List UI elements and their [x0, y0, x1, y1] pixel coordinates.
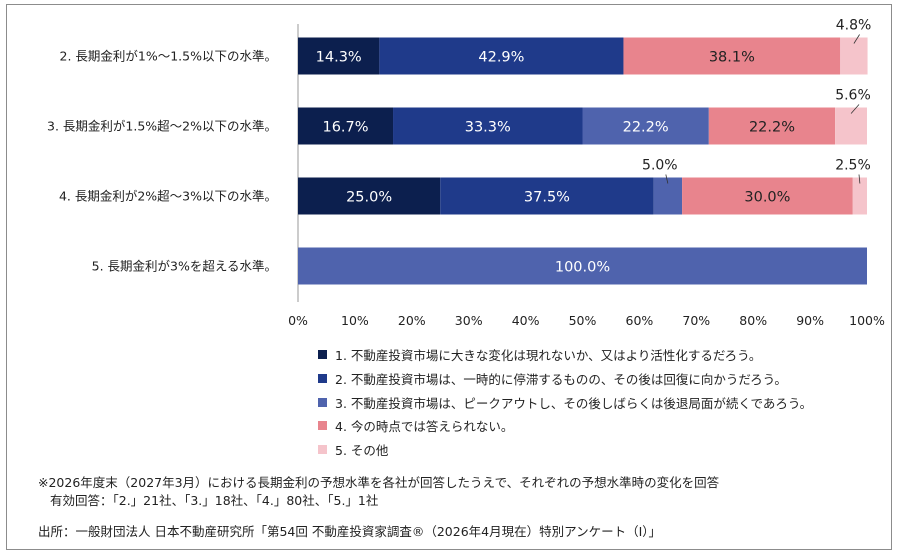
stacked-bar-chart: 2. 長期金利が1%～1.5%以下の水準。 3. 長期金利が1.5%超～2%以下の… [47, 18, 885, 329]
x-tick-label: 40% [512, 313, 540, 328]
category-label: 3. 長期金利が1.5%超～2%以下の水準。 [47, 119, 277, 134]
bar-segment [623, 37, 841, 75]
x-tick-label: 80% [739, 313, 767, 328]
category-label: 5. 長期金利が3%を超える水準。 [92, 259, 277, 274]
leader-line [665, 174, 669, 184]
legend-label: 3. 不動産投資市場は、ピークアウトし、その後しばらくは後退局面が続くであろう。 [335, 395, 813, 411]
data-label: 14.3% [316, 50, 362, 66]
x-tick-label: 60% [626, 313, 654, 328]
x-tick-label: 10% [341, 313, 369, 328]
data-label: 42.9% [478, 50, 524, 66]
legend-item: 3. 不動産投資市場は、ピークアウトし、その後しばらくは後退局面が続くであろう。 [318, 390, 812, 414]
legend-label: 5. その他 [335, 443, 389, 459]
legend: 1. 不動産投資市場に大きな変化は現れないか、又はより活性化するだろう。 2. 不… [318, 343, 812, 461]
bar-segment [653, 177, 683, 215]
bar-segment [298, 177, 441, 215]
data-label: 33.3% [465, 120, 511, 136]
legend-item: 4. 今の時点では答えられない。 [318, 414, 812, 438]
category-label: 4. 長期金利が2%超～3%以下の水準。 [59, 189, 277, 204]
footnote-line-2: 有効回答：「2.」21社、「3.」18社、「4.」80社、「5.」1社 [50, 493, 379, 508]
x-tick-label: 100% [849, 313, 885, 328]
bar-segment [682, 177, 853, 215]
leader-line [850, 104, 860, 114]
legend-label: 2. 不動産投資市場は、一時的に停滞するものの、その後は回復に向かうだろう。 [335, 372, 787, 388]
data-label: 22.2% [749, 120, 795, 136]
bar-segment [393, 107, 583, 145]
leader-line [858, 174, 861, 184]
bar-segment [379, 37, 624, 75]
bar-segment [440, 177, 654, 215]
bar-segment [708, 107, 836, 145]
bar-segment [298, 37, 380, 75]
footnote-line-1: ※2026年度末（2027年3月）における長期金利の予想水準を各社が回答したうえ… [38, 475, 720, 490]
legend-swatch [318, 397, 327, 407]
data-label: 30.0% [744, 190, 790, 206]
x-tick-label: 30% [455, 313, 483, 328]
bar-segment [835, 107, 867, 145]
leader-line [853, 34, 860, 44]
legend-swatch [318, 350, 327, 360]
data-label: 5.0% [642, 158, 678, 174]
x-tick-label: 70% [682, 313, 710, 328]
data-label: 4.8% [836, 18, 872, 34]
legend-item: 5. その他 [318, 438, 812, 462]
data-label: 22.2% [623, 120, 669, 136]
source-note: 出所：一般財団法人 日本不動産研究所「第54回 不動産投資家調査®（2026年4… [38, 524, 662, 539]
legend-label: 1. 不動産投資市場に大きな変化は現れないか、又はより活性化するだろう。 [335, 348, 762, 364]
data-label: 100.0% [555, 260, 610, 276]
x-tick-label: 20% [398, 313, 426, 328]
data-label: 5.6% [835, 88, 871, 104]
data-label: 38.1% [709, 50, 755, 66]
legend-swatch [318, 421, 327, 431]
data-label: 2.5% [835, 158, 871, 174]
legend-swatch [318, 374, 327, 384]
bar-segment [852, 177, 867, 215]
bar-segment [298, 107, 394, 145]
category-label: 2. 長期金利が1%～1.5%以下の水準。 [60, 49, 278, 64]
data-label: 16.7% [322, 120, 368, 136]
legend-label: 4. 今の時点では答えられない。 [335, 419, 514, 435]
bar-segment [582, 107, 709, 145]
data-label: 37.5% [524, 190, 570, 206]
bar-segment [298, 247, 867, 285]
x-tick-label: 50% [569, 313, 597, 328]
legend-swatch [318, 445, 327, 455]
legend-item: 1. 不動産投資市場に大きな変化は現れないか、又はより活性化するだろう。 [318, 343, 812, 367]
legend-item: 2. 不動産投資市場は、一時的に停滞するものの、その後は回復に向かうだろう。 [318, 367, 812, 391]
x-tick-label: 0% [288, 313, 308, 328]
x-tick-label: 90% [796, 313, 824, 328]
bar-segment [840, 37, 868, 75]
data-label: 25.0% [346, 190, 392, 206]
